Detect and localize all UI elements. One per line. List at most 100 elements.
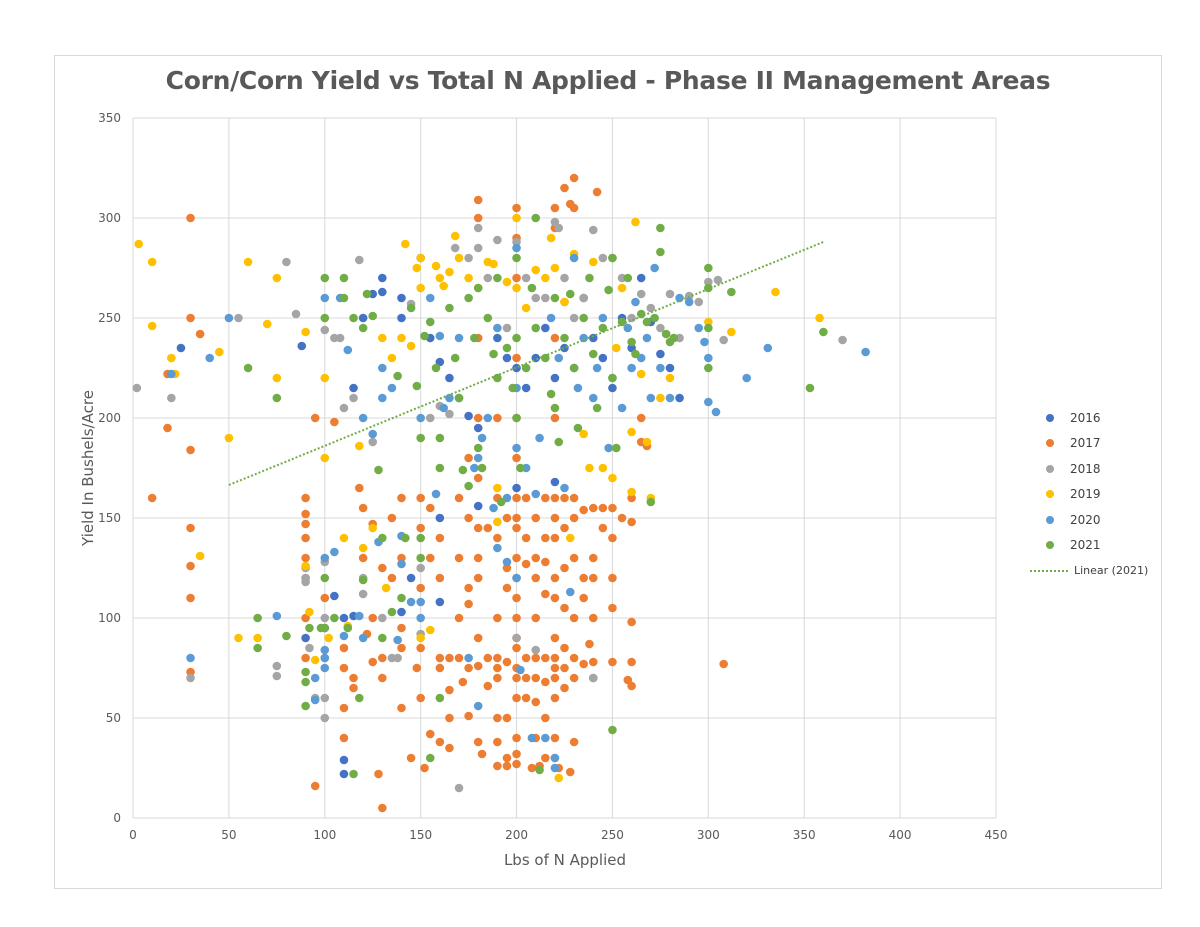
data-point-2020 — [704, 397, 713, 407]
data-point-2017 — [445, 653, 454, 663]
data-point-2020 — [642, 333, 652, 343]
data-point-2021 — [521, 363, 531, 373]
data-point-2019 — [253, 633, 262, 643]
data-point-2021 — [272, 393, 282, 403]
data-point-2020 — [320, 645, 330, 655]
data-point-2017 — [521, 533, 531, 543]
data-point-2020 — [694, 323, 704, 333]
data-point-2019 — [272, 273, 282, 283]
data-point-2019 — [598, 463, 608, 473]
data-point-2017 — [301, 533, 310, 543]
y-tick-label: 200 — [98, 411, 121, 425]
legend-item-2020: 2020 — [1030, 507, 1160, 533]
data-point-2017 — [512, 643, 521, 653]
data-point-2017 — [502, 657, 512, 667]
data-point-2018 — [305, 643, 314, 653]
x-tick-label: 350 — [793, 828, 816, 842]
data-point-2020 — [167, 369, 176, 379]
data-point-2020 — [439, 403, 448, 413]
data-point-2017 — [339, 703, 349, 713]
data-point-2016 — [435, 513, 445, 523]
data-point-2021 — [704, 263, 713, 273]
data-point-2019 — [368, 523, 378, 533]
data-point-2021 — [579, 313, 588, 323]
data-point-2017 — [435, 663, 445, 673]
data-point-2017 — [512, 593, 521, 603]
data-point-2018 — [588, 225, 598, 235]
data-point-2017 — [397, 643, 406, 653]
data-point-2021 — [339, 293, 349, 303]
data-point-2017 — [493, 653, 502, 663]
data-point-2017 — [416, 583, 425, 593]
data-point-2019 — [493, 517, 502, 527]
data-point-2017 — [569, 737, 579, 747]
x-tick-label: 200 — [505, 828, 528, 842]
data-point-2017 — [565, 767, 575, 777]
data-point-2018 — [335, 333, 345, 343]
data-point-2017 — [301, 653, 310, 663]
data-point-2021 — [656, 223, 665, 233]
data-point-2020 — [272, 611, 282, 621]
data-point-2019 — [381, 583, 391, 593]
data-point-2016 — [301, 633, 310, 643]
x-axis-title: Lbs of N Applied — [503, 851, 627, 869]
data-point-2019 — [454, 253, 464, 263]
data-point-2018 — [531, 293, 541, 303]
data-point-2021 — [301, 667, 310, 677]
data-point-2021 — [598, 323, 608, 333]
x-tick-label: 400 — [889, 828, 912, 842]
data-point-2017 — [477, 749, 487, 759]
data-point-2018 — [450, 243, 460, 253]
data-point-2018 — [393, 653, 402, 663]
data-point-2017 — [502, 513, 512, 523]
data-point-2016 — [435, 597, 445, 607]
y-tick-label: 150 — [98, 511, 121, 525]
legend-label: 2016 — [1070, 410, 1101, 425]
data-point-2018 — [512, 237, 521, 247]
data-point-2017 — [195, 329, 205, 339]
data-point-2017 — [473, 573, 483, 583]
data-point-2021 — [512, 253, 521, 263]
data-point-2020 — [310, 673, 320, 683]
data-point-2017 — [579, 505, 588, 515]
data-point-2019 — [727, 327, 736, 337]
data-point-2020 — [665, 393, 675, 403]
data-point-2021 — [493, 373, 502, 383]
data-point-2017 — [550, 533, 560, 543]
data-point-2017 — [310, 781, 320, 791]
data-point-2017 — [512, 553, 521, 563]
data-point-2017 — [397, 493, 406, 503]
data-point-2017 — [531, 653, 541, 663]
data-point-2021 — [805, 383, 815, 393]
data-point-2017 — [425, 729, 435, 739]
data-point-2021 — [435, 693, 445, 703]
data-point-2020 — [604, 443, 613, 453]
data-point-2021 — [397, 593, 406, 603]
data-point-2021 — [650, 313, 659, 323]
data-point-2021 — [362, 289, 372, 299]
data-point-2016 — [598, 353, 608, 363]
data-point-2016 — [665, 363, 675, 373]
data-point-2021 — [819, 327, 828, 337]
data-point-2019 — [493, 483, 502, 493]
data-point-2021 — [611, 443, 621, 453]
data-point-2017 — [301, 519, 310, 529]
data-point-2021 — [354, 693, 364, 703]
data-point-2019 — [627, 487, 636, 497]
data-point-2019 — [215, 347, 224, 357]
data-point-2017 — [502, 753, 512, 763]
data-point-2019 — [320, 373, 330, 383]
data-point-2017 — [445, 685, 454, 695]
data-point-2019 — [339, 533, 349, 543]
data-point-2017 — [512, 273, 521, 283]
data-point-2018 — [704, 277, 713, 287]
data-point-2021 — [493, 273, 502, 283]
data-point-2017 — [550, 493, 560, 503]
data-point-2017 — [585, 639, 594, 649]
data-point-2021 — [554, 437, 564, 447]
data-point-2017 — [579, 659, 588, 669]
legend-label: Linear (2021) — [1074, 564, 1149, 578]
legend-swatch — [1046, 490, 1054, 499]
data-point-2017 — [493, 613, 502, 623]
data-point-2019 — [134, 239, 144, 249]
